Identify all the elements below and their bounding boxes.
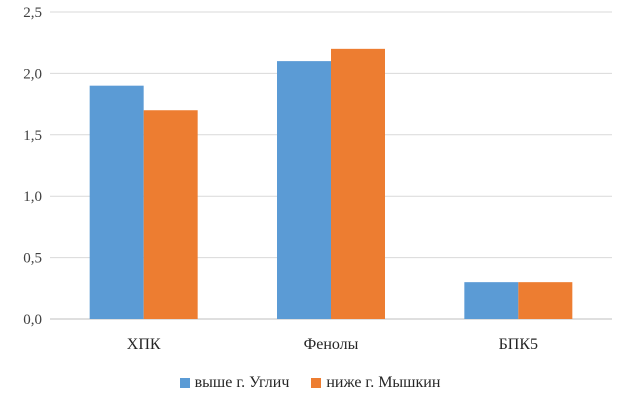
y-tick-label: 1,0	[23, 189, 42, 205]
bar-series-2-0	[143, 110, 198, 320]
legend-label-series-2: ниже г. Мышкин	[326, 374, 441, 391]
category-label: ХПК	[127, 336, 161, 353]
y-tick-label: 2,5	[23, 5, 42, 21]
bars	[89, 48, 573, 320]
y-axis-ticks: 0,0 0,5 1,0 1,5 2,0 2,5	[23, 5, 42, 328]
legend-swatch-series-2	[311, 378, 322, 388]
bar-series-1-0	[89, 85, 144, 320]
category-label: БПК5	[499, 336, 538, 353]
bar-series-2-1	[331, 48, 385, 320]
y-tick-label: 0,5	[23, 251, 42, 267]
category-label: Фенолы	[304, 336, 359, 353]
bar-series-1-2	[464, 282, 519, 319]
x-axis-categories: ХПК Фенолы БПК5	[127, 336, 538, 353]
bar-series-1-1	[277, 61, 331, 320]
legend: выше г. Углич ниже г. Мышкин	[0, 372, 620, 394]
bar-series-2-2	[518, 282, 573, 319]
y-tick-label: 2,0	[23, 66, 42, 82]
bar-chart: 0,0 0,5 1,0 1,5 2,0 2,5 ХПК Фенолы БПК5	[23, 5, 612, 353]
y-tick-label: 0,0	[23, 312, 42, 328]
legend-swatch-series-1	[179, 378, 190, 388]
legend-label-series-1: выше г. Углич	[194, 374, 290, 391]
legend-item-series-1: выше г. Углич	[179, 374, 290, 392]
legend-item-series-2: ниже г. Мышкин	[311, 374, 440, 392]
y-tick-label: 1,5	[23, 128, 42, 144]
